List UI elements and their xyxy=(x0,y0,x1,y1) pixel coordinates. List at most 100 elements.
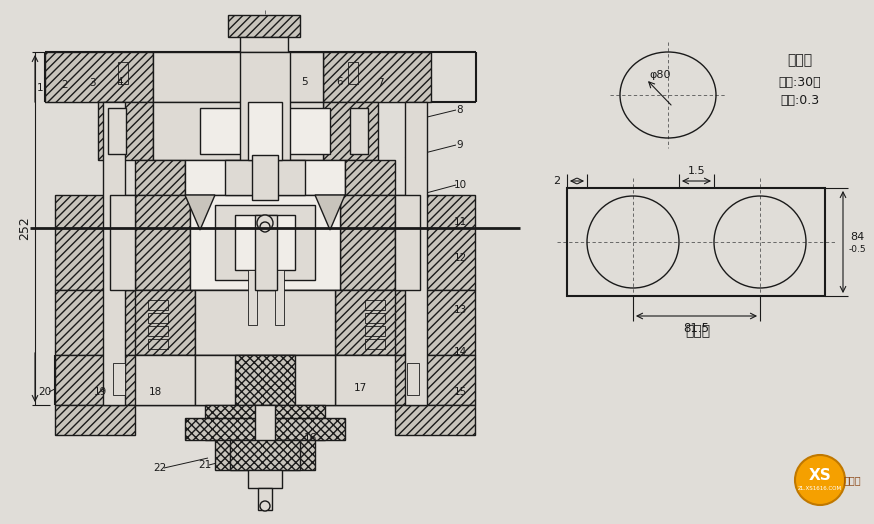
Text: 21: 21 xyxy=(198,460,212,470)
Text: 9: 9 xyxy=(457,140,463,150)
Text: 工件图: 工件图 xyxy=(787,53,813,67)
Text: ZL.XS1616.COM: ZL.XS1616.COM xyxy=(798,486,842,490)
Text: 84: 84 xyxy=(850,232,864,242)
Text: -0.5: -0.5 xyxy=(848,246,866,255)
Bar xyxy=(323,102,378,160)
Bar xyxy=(45,52,153,102)
Bar xyxy=(240,52,290,160)
Circle shape xyxy=(795,455,845,505)
Text: 8: 8 xyxy=(457,105,463,115)
Bar xyxy=(225,160,305,195)
Text: 6: 6 xyxy=(336,77,343,87)
Bar xyxy=(365,300,385,310)
Bar xyxy=(113,363,125,395)
Bar xyxy=(405,102,427,405)
Bar xyxy=(258,488,272,510)
Bar xyxy=(110,195,135,290)
Text: 16: 16 xyxy=(303,433,316,443)
Text: 排样图: 排样图 xyxy=(685,324,711,338)
Text: 资料网: 资料网 xyxy=(843,475,861,485)
Text: 13: 13 xyxy=(454,305,467,315)
Bar xyxy=(248,470,282,488)
Bar xyxy=(185,160,345,195)
Bar xyxy=(135,195,190,290)
Text: 14: 14 xyxy=(454,347,467,357)
Bar xyxy=(255,405,275,480)
Text: 18: 18 xyxy=(149,387,162,397)
Text: XS: XS xyxy=(808,467,831,483)
Bar xyxy=(252,155,278,200)
Bar xyxy=(148,339,168,349)
Text: 12: 12 xyxy=(454,253,467,263)
Bar xyxy=(153,102,323,160)
Text: 252: 252 xyxy=(18,216,31,240)
Bar xyxy=(340,195,395,290)
Polygon shape xyxy=(185,195,215,230)
Text: 15: 15 xyxy=(454,387,467,397)
Bar xyxy=(185,418,345,440)
Bar xyxy=(248,102,282,160)
Bar xyxy=(195,355,335,405)
Bar xyxy=(350,108,368,154)
Polygon shape xyxy=(315,195,345,230)
Bar xyxy=(55,195,135,290)
Bar xyxy=(108,108,126,154)
Bar xyxy=(365,313,385,323)
Bar xyxy=(215,205,315,280)
Text: 2: 2 xyxy=(553,176,560,186)
Bar xyxy=(567,188,825,296)
Text: 1: 1 xyxy=(37,83,44,93)
Bar xyxy=(240,37,288,52)
Bar xyxy=(235,355,295,405)
Bar xyxy=(348,62,358,84)
Bar xyxy=(230,440,300,470)
Text: 5: 5 xyxy=(302,77,309,87)
Text: 4: 4 xyxy=(117,77,123,87)
Bar xyxy=(135,290,195,355)
Text: 1.5: 1.5 xyxy=(688,166,705,176)
Bar xyxy=(148,300,168,310)
Bar xyxy=(395,195,475,290)
Bar xyxy=(103,102,125,405)
Text: 11: 11 xyxy=(454,217,467,227)
Bar xyxy=(200,108,330,154)
Bar xyxy=(190,195,340,290)
Text: 17: 17 xyxy=(353,383,366,393)
Bar xyxy=(255,215,277,290)
Text: 2: 2 xyxy=(62,80,68,90)
Bar xyxy=(195,290,335,355)
Text: 19: 19 xyxy=(94,387,107,397)
Bar xyxy=(407,363,419,395)
Circle shape xyxy=(260,222,270,232)
Bar xyxy=(148,326,168,336)
Text: φ80: φ80 xyxy=(649,70,670,80)
Bar xyxy=(395,195,420,290)
Bar xyxy=(323,52,431,102)
Bar xyxy=(118,62,128,84)
Text: 20: 20 xyxy=(38,387,52,397)
Bar xyxy=(215,440,315,470)
Bar xyxy=(135,160,185,195)
Bar xyxy=(365,326,385,336)
Bar xyxy=(345,160,395,195)
Bar xyxy=(135,355,195,405)
Text: 材料:30钉: 材料:30钉 xyxy=(779,75,822,89)
Bar xyxy=(55,355,475,405)
Bar xyxy=(248,270,257,325)
Circle shape xyxy=(260,501,270,511)
Text: 22: 22 xyxy=(153,463,167,473)
Bar xyxy=(365,339,385,349)
Text: 料厚:0.3: 料厚:0.3 xyxy=(780,93,820,106)
Bar xyxy=(275,270,284,325)
Bar xyxy=(228,15,300,37)
Bar xyxy=(55,290,475,355)
Text: 81.5: 81.5 xyxy=(683,322,710,334)
Bar xyxy=(395,405,475,435)
Bar xyxy=(235,215,295,270)
Bar xyxy=(153,52,323,102)
Text: 10: 10 xyxy=(454,180,467,190)
Bar xyxy=(98,102,153,160)
Bar xyxy=(335,290,395,355)
Bar xyxy=(148,313,168,323)
Bar xyxy=(335,355,395,405)
